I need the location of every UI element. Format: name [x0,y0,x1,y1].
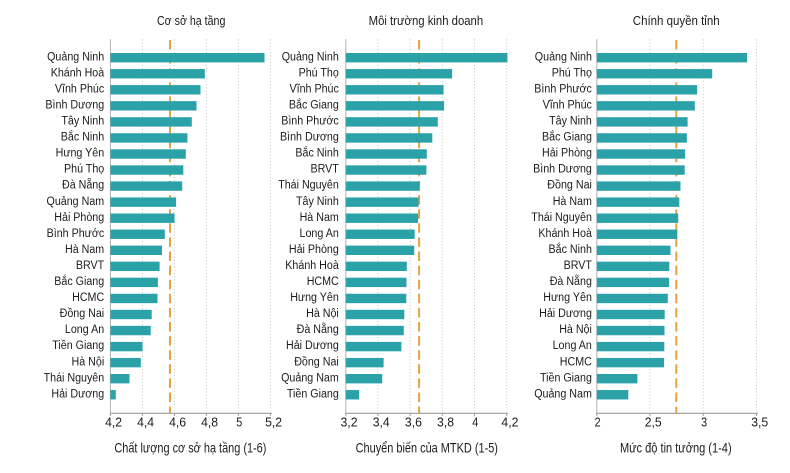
svg-text:4,6: 4,6 [169,414,186,429]
svg-text:Tiền Giang: Tiền Giang [287,388,339,400]
svg-text:Đà Nẵng: Đà Nẵng [550,275,592,288]
svg-text:Chuyển biến của MTKD (1-5): Chuyển biến của MTKD (1-5) [356,441,498,456]
svg-text:2,5: 2,5 [645,414,662,429]
svg-text:4,8: 4,8 [201,414,218,429]
svg-text:Bắc Ninh: Bắc Ninh [61,131,104,144]
svg-text:Bình Phước: Bình Phước [534,83,592,95]
svg-text:Môi trường kinh doanh: Môi trường kinh doanh [369,13,484,28]
svg-text:Vĩnh Phúc: Vĩnh Phúc [55,83,105,95]
svg-text:3,5: 3,5 [751,414,768,429]
svg-text:Bình Phước: Bình Phước [281,116,339,128]
svg-text:Khánh Hoà: Khánh Hoà [538,228,592,240]
svg-text:Quảng Nam: Quảng Nam [47,196,105,208]
svg-text:Quảng Ninh: Quảng Ninh [282,51,339,63]
svg-text:Khánh Hoà: Khánh Hoà [51,67,105,79]
svg-text:Bình Dương: Bình Dương [533,164,592,176]
svg-text:Bắc Giang: Bắc Giang [289,98,339,111]
svg-text:4,2: 4,2 [501,414,518,429]
svg-text:Thái Nguyên: Thái Nguyên [278,180,339,192]
svg-text:HCMC: HCMC [72,292,104,304]
svg-text:Mức độ tin tưởng (1-4): Mức độ tin tưởng (1-4) [620,441,732,456]
svg-text:Bình Dương: Bình Dương [280,132,339,144]
svg-text:Hưng Yên: Hưng Yên [290,292,339,304]
svg-text:Hà Nam: Hà Nam [65,244,104,256]
svg-text:Tây Ninh: Tây Ninh [61,116,104,128]
svg-text:Bắc Ninh: Bắc Ninh [549,243,592,256]
svg-text:Tây Ninh: Tây Ninh [296,196,339,208]
svg-text:Tây Ninh: Tây Ninh [549,116,592,128]
svg-text:Tiền Giang: Tiền Giang [540,372,592,384]
svg-text:Cơ sở hạ tầng: Cơ sở hạ tầng [157,13,225,28]
svg-text:Khánh Hoà: Khánh Hoà [285,260,339,272]
svg-text:Bắc Giang: Bắc Giang [54,275,104,288]
svg-text:Long An: Long An [65,324,104,336]
svg-text:Long An: Long An [300,228,339,240]
svg-text:3,4: 3,4 [373,414,390,429]
svg-text:Đồng Nai: Đồng Nai [547,180,592,192]
svg-text:BRVT: BRVT [76,260,104,272]
svg-text:Bắc Giang: Bắc Giang [542,131,592,144]
svg-text:Đồng Nai: Đồng Nai [294,356,339,368]
svg-text:HCMC: HCMC [307,276,339,288]
svg-text:2: 2 [595,414,601,429]
svg-text:Hà Nội: Hà Nội [306,308,339,320]
svg-text:HCMC: HCMC [560,356,592,368]
svg-text:Bình Dương: Bình Dương [45,99,104,111]
svg-text:Hải Phòng: Hải Phòng [289,244,339,256]
svg-text:Thái Nguyên: Thái Nguyên [44,372,105,384]
svg-text:Chất lượng cơ sở hạ tầng (1-6): Chất lượng cơ sở hạ tầng (1-6) [114,441,266,456]
svg-text:Long An: Long An [553,340,592,352]
svg-text:3,6: 3,6 [405,414,422,429]
svg-text:Bình Phước: Bình Phước [47,228,105,240]
svg-text:Hải Dương: Hải Dương [51,388,104,400]
svg-text:Hải Phòng: Hải Phòng [54,212,104,224]
svg-text:Phú Thọ: Phú Thọ [299,67,339,79]
svg-text:Thái Nguyên: Thái Nguyên [531,212,592,224]
svg-text:Tiền Giang: Tiền Giang [52,340,104,352]
svg-text:4,4: 4,4 [137,414,154,429]
svg-text:Bắc Ninh: Bắc Ninh [295,147,338,160]
svg-text:3,8: 3,8 [437,414,454,429]
svg-text:5,2: 5,2 [265,414,282,429]
svg-text:Hưng Yên: Hưng Yên [543,292,592,304]
svg-text:3: 3 [701,414,707,429]
svg-text:Hà Nội: Hà Nội [559,324,592,336]
svg-text:BRVT: BRVT [311,164,339,176]
svg-text:5: 5 [236,414,242,429]
svg-text:Vĩnh Phúc: Vĩnh Phúc [543,99,593,111]
svg-text:Quảng Nam: Quảng Nam [534,388,592,400]
svg-text:Hải Dương: Hải Dương [539,308,592,320]
svg-text:Hải Dương: Hải Dương [286,340,339,352]
svg-text:Hà Nội: Hà Nội [72,356,105,368]
svg-text:Hà Nam: Hà Nam [300,212,339,224]
svg-text:Đà Nẵng: Đà Nẵng [297,323,339,336]
svg-text:Hà Nam: Hà Nam [553,196,592,208]
svg-text:Phú Thọ: Phú Thọ [552,67,592,79]
svg-text:Quảng Ninh: Quảng Ninh [535,51,592,63]
svg-text:4,2: 4,2 [105,414,122,429]
svg-text:Vĩnh Phúc: Vĩnh Phúc [290,83,340,95]
svg-text:Hưng Yên: Hưng Yên [56,148,105,160]
svg-text:Hải Phòng: Hải Phòng [542,148,592,160]
svg-text:Quảng Nam: Quảng Nam [281,372,339,384]
svg-text:3,2: 3,2 [341,414,358,429]
svg-text:Đồng Nai: Đồng Nai [60,308,105,320]
svg-text:Phú Thọ: Phú Thọ [64,164,104,176]
svg-text:BRVT: BRVT [564,260,592,272]
svg-text:Quảng Ninh: Quảng Ninh [47,51,104,63]
svg-text:Đà Nẵng: Đà Nẵng [62,179,104,192]
svg-text:4: 4 [472,414,478,429]
svg-text:Chính quyền tỉnh: Chính quyền tỉnh [633,13,720,28]
